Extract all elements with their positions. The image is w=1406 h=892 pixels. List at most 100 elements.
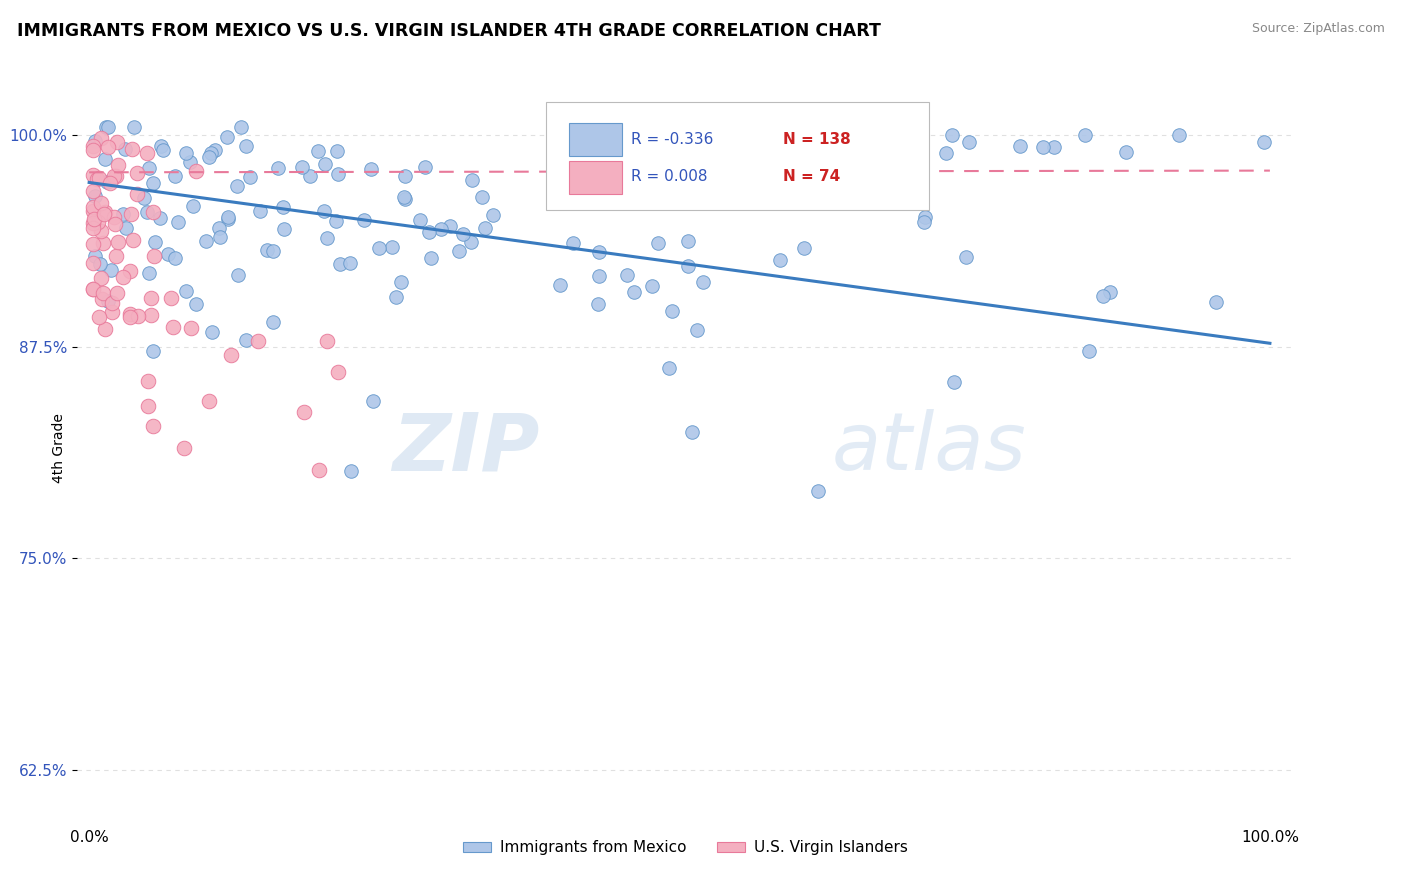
Point — [159, 291, 181, 305]
Point — [184, 297, 207, 311]
Point — [869, 144, 891, 158]
Point — [83, 212, 105, 227]
Point — [325, 214, 347, 228]
Point — [82, 217, 104, 231]
Point — [217, 212, 239, 227]
Point — [935, 146, 957, 161]
Point — [163, 251, 186, 265]
Point — [955, 250, 977, 264]
Point — [105, 285, 128, 300]
Point — [103, 169, 125, 183]
Point — [217, 129, 239, 144]
FancyBboxPatch shape — [568, 161, 623, 194]
Point — [623, 285, 645, 299]
Point — [692, 275, 714, 289]
Text: N = 74: N = 74 — [783, 169, 839, 184]
Point — [208, 229, 231, 244]
Point — [82, 236, 104, 251]
Y-axis label: 4th Grade: 4th Grade — [52, 413, 66, 483]
Point — [588, 245, 610, 260]
Point — [471, 190, 494, 204]
Point — [439, 219, 461, 233]
Point — [1091, 289, 1114, 303]
Point — [291, 160, 314, 174]
Point — [91, 286, 114, 301]
Point — [90, 131, 112, 145]
Point — [142, 419, 165, 434]
Point — [82, 184, 104, 198]
Point — [658, 361, 681, 376]
Point — [249, 204, 271, 219]
Point — [90, 196, 112, 211]
Point — [82, 255, 104, 269]
Point — [118, 264, 141, 278]
Point — [86, 172, 108, 186]
Point — [104, 249, 127, 263]
Point — [381, 240, 404, 254]
Point — [361, 393, 384, 408]
Point — [114, 142, 136, 156]
Point — [143, 249, 166, 263]
Point — [125, 186, 148, 201]
Point — [1043, 140, 1066, 154]
Point — [235, 334, 257, 348]
Point — [176, 284, 198, 298]
Point — [561, 235, 583, 250]
Text: ZIP: ZIP — [392, 409, 540, 487]
Point — [430, 221, 453, 235]
Point — [208, 220, 231, 235]
Point — [101, 305, 124, 319]
Point — [329, 257, 352, 271]
Point — [204, 143, 226, 157]
Point — [82, 139, 104, 153]
Point — [1253, 135, 1275, 149]
Point — [461, 172, 484, 186]
Point — [848, 146, 870, 161]
Point — [678, 234, 700, 248]
Point — [100, 295, 122, 310]
Point — [157, 246, 180, 260]
Point — [90, 224, 112, 238]
Point — [82, 282, 104, 296]
Point — [226, 179, 249, 194]
Point — [121, 142, 143, 156]
Point — [200, 146, 222, 161]
Point — [98, 176, 121, 190]
Point — [96, 120, 118, 134]
Point — [139, 291, 162, 305]
Point — [339, 256, 361, 270]
Point — [262, 315, 284, 329]
Point — [122, 233, 145, 247]
Point — [174, 146, 197, 161]
Point — [143, 235, 166, 249]
Point — [197, 150, 219, 164]
Point — [84, 249, 107, 263]
Point — [267, 161, 290, 175]
Point — [93, 206, 115, 220]
Text: Source: ZipAtlas.com: Source: ZipAtlas.com — [1251, 22, 1385, 36]
Point — [184, 164, 207, 178]
Point — [112, 269, 135, 284]
Point — [340, 464, 363, 478]
Point — [326, 365, 349, 379]
Point — [82, 168, 104, 182]
Point — [138, 266, 160, 280]
Point — [769, 252, 792, 267]
Point — [413, 160, 436, 174]
Point — [842, 136, 865, 151]
Point — [360, 161, 382, 176]
Point — [198, 393, 221, 408]
Point — [132, 191, 155, 205]
FancyBboxPatch shape — [568, 123, 623, 156]
Point — [725, 194, 748, 208]
Point — [389, 275, 412, 289]
Point — [89, 171, 111, 186]
Point — [167, 215, 190, 229]
Point — [91, 236, 114, 251]
Text: N = 138: N = 138 — [783, 132, 851, 146]
Point — [385, 290, 408, 304]
Point — [394, 169, 416, 183]
Point — [586, 297, 609, 311]
Legend: Immigrants from Mexico, U.S. Virgin Islanders: Immigrants from Mexico, U.S. Virgin Isla… — [457, 834, 914, 862]
Point — [681, 425, 703, 439]
